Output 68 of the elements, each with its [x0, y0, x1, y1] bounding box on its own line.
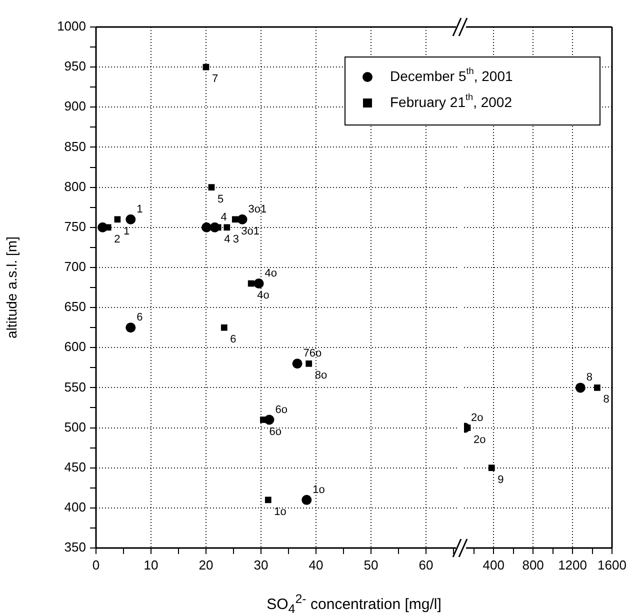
point	[202, 222, 212, 232]
x-tick-label: 50	[364, 557, 378, 572]
point	[126, 214, 136, 224]
y-tick-label: 800	[64, 178, 86, 194]
annotation: 2o	[473, 434, 486, 446]
annotation: 8	[603, 394, 610, 406]
annotation: 6	[136, 312, 143, 324]
x-axis-title: SO$_{4}$$^{2-}$ concentration [mg/l]	[266, 592, 442, 616]
y-tick-label: 500	[64, 419, 86, 434]
x-tick-label: 400	[482, 557, 504, 572]
annotation: 6o	[269, 426, 282, 438]
y-tick-label: 550	[64, 379, 86, 394]
annotation: 1o	[312, 484, 325, 496]
y-tick-label: 900	[64, 98, 86, 114]
y-tick-label: 850	[64, 138, 86, 154]
point	[232, 216, 238, 223]
y-tick-label: 700	[64, 259, 86, 274]
x-tick-label: 1200	[558, 557, 587, 572]
point	[292, 358, 302, 369]
annotation: 1o	[274, 506, 286, 518]
y-tick-label: 450	[64, 459, 86, 474]
point	[237, 214, 248, 224]
annotation: 3o1	[241, 225, 260, 238]
point	[224, 224, 230, 231]
y-tick-label: 950	[64, 58, 86, 74]
x-tick-label: 40	[308, 557, 324, 572]
y-tick-label: 400	[64, 500, 86, 514]
point	[248, 280, 254, 287]
point	[114, 216, 121, 223]
point	[208, 184, 215, 190]
annotation: 4	[224, 233, 230, 246]
annotation: 7	[212, 73, 218, 86]
x-tick-label: 0	[92, 557, 100, 572]
point	[302, 494, 312, 505]
annotation: 1	[123, 225, 130, 238]
annotation: 8o	[314, 370, 328, 382]
point	[264, 496, 272, 504]
annotation: 76o	[303, 348, 322, 360]
annotation: 2o	[470, 412, 484, 424]
y-axis-title: altitude a.s.l. [m]	[3, 236, 20, 338]
annotation: 5	[218, 193, 224, 206]
annotation: 6	[230, 334, 236, 346]
point	[126, 322, 136, 333]
annotation: 3o1	[248, 203, 267, 216]
x-tick-label: 800	[522, 557, 544, 572]
point	[254, 278, 264, 288]
x-tick-label: 1600	[598, 557, 626, 572]
x-tick-label: 10	[144, 557, 158, 572]
y-tick-label: 1000	[57, 18, 86, 34]
annotation: 1	[136, 203, 143, 216]
annotation: 2	[114, 233, 120, 246]
annotation: 3	[232, 233, 240, 246]
annotation: 4o	[257, 290, 270, 302]
x-tick-label: 60	[418, 557, 434, 572]
y-tick-label: 650	[64, 299, 86, 314]
annotation: 8	[586, 372, 593, 384]
x-tick-label: 30	[254, 557, 268, 572]
annotation: 6o	[275, 404, 288, 416]
y-tick-label: 350	[64, 540, 86, 555]
point	[306, 360, 312, 367]
annotation: 4	[220, 211, 227, 224]
x-tick-label: 20	[198, 557, 214, 572]
point	[220, 324, 228, 331]
annotation: 4o	[264, 268, 278, 280]
y-tick-label: 600	[64, 339, 86, 354]
annotation: 9	[498, 474, 504, 486]
point	[202, 64, 210, 70]
y-tick-label: 750	[64, 218, 86, 234]
